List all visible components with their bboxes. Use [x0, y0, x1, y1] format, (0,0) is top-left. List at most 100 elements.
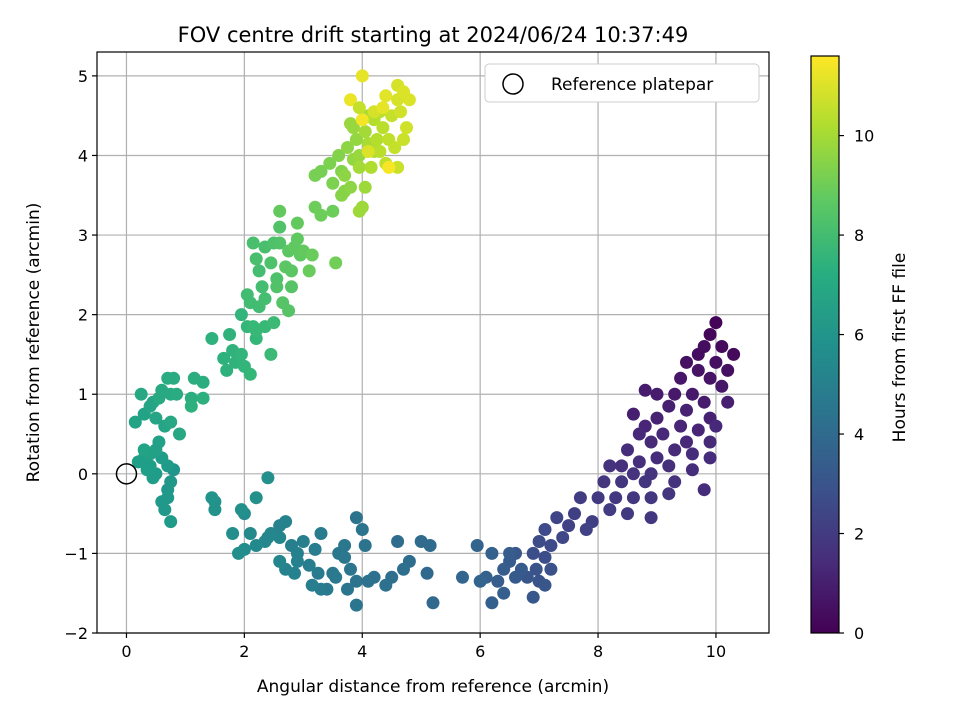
data-point	[243, 367, 257, 381]
data-point	[344, 180, 357, 194]
data-point	[650, 411, 664, 425]
plot-frame	[96, 51, 770, 634]
data-point	[352, 160, 366, 174]
x-tick-label: 10	[706, 642, 726, 661]
data-point	[158, 503, 172, 517]
data-point	[697, 483, 711, 497]
data-point	[358, 125, 372, 139]
data-point	[603, 503, 617, 517]
data-point	[358, 180, 372, 194]
colorbar-frame	[810, 55, 840, 634]
data-point	[344, 117, 357, 131]
data-point	[273, 220, 287, 234]
data-point	[352, 101, 366, 115]
data-point	[243, 527, 257, 540]
data-point	[205, 491, 219, 505]
data-point	[167, 371, 181, 385]
y-axis-label: Rotation from reference (arcmin)	[24, 203, 44, 483]
y-tick-label: 5	[78, 67, 88, 86]
data-point	[685, 387, 699, 401]
data-point	[538, 550, 552, 564]
data-point	[650, 451, 664, 465]
data-point	[626, 467, 640, 481]
data-point	[196, 391, 210, 405]
data-point	[349, 598, 363, 612]
data-point	[621, 507, 634, 521]
colorbar-tick-label: 0	[854, 624, 864, 643]
data-point	[662, 459, 676, 473]
data-point	[349, 511, 363, 525]
data-point	[544, 562, 558, 576]
data-point	[388, 141, 402, 154]
data-point	[632, 455, 646, 469]
data-point	[615, 459, 629, 473]
y-tick-label: 2	[78, 306, 88, 325]
data-point	[632, 427, 646, 441]
data-point	[232, 546, 245, 560]
data-point	[373, 145, 387, 158]
data-point	[282, 304, 296, 318]
data-point	[420, 566, 434, 580]
y-tick-label: 4	[78, 146, 88, 165]
colorbar-tick-label: 4	[854, 425, 864, 444]
data-point	[562, 519, 576, 533]
colorbar-gradient	[811, 56, 839, 633]
data-point	[626, 491, 640, 505]
data-point	[538, 578, 552, 592]
data-point	[349, 574, 363, 588]
data-point	[644, 511, 658, 525]
data-point	[668, 387, 682, 401]
data-point	[470, 539, 484, 552]
data-point	[697, 395, 711, 409]
data-point	[638, 383, 652, 397]
data-point	[709, 355, 723, 369]
data-point	[674, 419, 688, 433]
data-point	[685, 447, 699, 461]
data-point	[311, 566, 325, 580]
data-point	[727, 347, 741, 361]
data-point	[273, 236, 287, 250]
data-point	[680, 403, 693, 417]
data-point	[314, 164, 328, 178]
data-point	[273, 204, 287, 218]
data-point	[290, 232, 304, 246]
data-point	[685, 463, 699, 477]
data-point	[285, 264, 298, 278]
data-point	[196, 375, 210, 389]
data-point	[329, 256, 343, 270]
data-point	[691, 363, 705, 377]
data-point	[680, 435, 693, 449]
data-point	[234, 347, 248, 361]
data-point	[305, 578, 319, 592]
data-point	[273, 554, 287, 568]
data-point	[205, 332, 219, 345]
data-point	[208, 503, 222, 517]
data-point	[382, 160, 396, 174]
data-point	[703, 328, 717, 341]
data-point	[332, 149, 346, 162]
legend-entry: Reference platepar	[551, 75, 713, 95]
data-point	[721, 395, 735, 409]
data-point	[137, 443, 151, 457]
data-point	[149, 411, 163, 425]
chart-title: FOV centre drift starting at 2024/06/24 …	[178, 23, 689, 47]
data-point	[721, 363, 735, 377]
data-point	[355, 200, 369, 214]
data-point	[529, 562, 543, 576]
data-point	[338, 168, 352, 182]
data-point	[261, 471, 275, 485]
data-point	[217, 351, 231, 365]
data-point	[644, 491, 658, 505]
data-point	[626, 407, 640, 421]
data-point	[544, 539, 558, 552]
data-point	[361, 145, 375, 158]
data-point	[426, 596, 440, 610]
colorbar: 0 2 4 6 8 10 Hours from first FF file	[810, 55, 910, 643]
x-tick-label: 2	[239, 642, 249, 661]
data-point	[305, 248, 319, 262]
data-point	[568, 507, 581, 521]
data-point	[223, 328, 237, 341]
data-point	[234, 308, 248, 322]
data-point	[376, 121, 390, 135]
data-point	[226, 527, 240, 540]
